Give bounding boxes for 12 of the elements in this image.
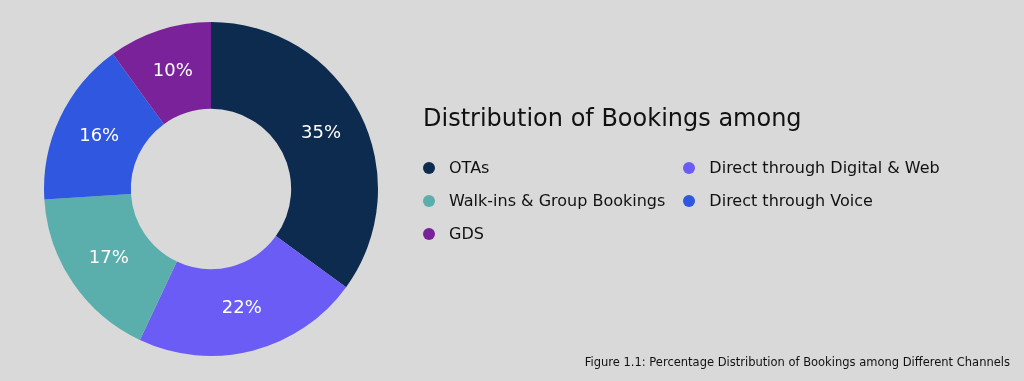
legend-label: Walk-ins & Group Bookings (449, 191, 666, 210)
legend-label: OTAs (449, 158, 490, 177)
data-label: 17% (88, 246, 129, 268)
caption: Figure 1.1: Percentage Distribution of Bookings among Different Channels (584, 355, 1010, 369)
data-label: 35% (301, 120, 342, 142)
data-label: 10% (152, 59, 193, 81)
text: Distribution of Bookings among (423, 104, 803, 132)
legend-label: Direct through Digital & Web (709, 158, 940, 177)
data-label: 16% (79, 124, 120, 146)
data-label: 22% (221, 296, 262, 318)
legend-label: GDS (449, 224, 484, 243)
legend-label: Direct through Voice (709, 191, 873, 210)
